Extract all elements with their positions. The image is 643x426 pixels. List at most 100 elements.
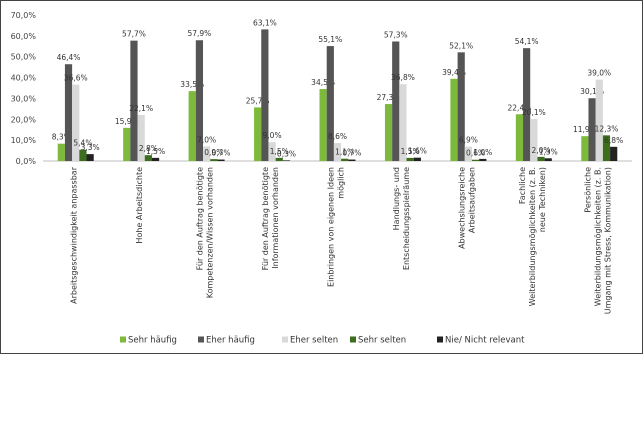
category-label-line: Handlungs- und — [392, 167, 401, 230]
category-label-line: möglich — [337, 167, 346, 199]
bar — [537, 156, 545, 161]
bar — [203, 146, 211, 161]
category-label-line: Arbeitsaufgaben — [467, 167, 476, 233]
data-label: 2,8% — [139, 144, 158, 153]
bar — [399, 84, 407, 161]
bar-chart: 0,0% 10,0% 20,0% 30,0% 40,0% 50,0% 60,0% 70,0% 8… — [11, 11, 632, 346]
data-label: 33,5% — [180, 80, 204, 89]
chart-frame: 0,0% 10,0% 20,0% 30,0% 40,0% 50,0% 60,0% 70,0% 8… — [0, 0, 643, 354]
bar — [268, 142, 276, 161]
category-label-line: Für den Auftrag benötigte — [196, 167, 205, 270]
data-label: 46,4% — [57, 53, 81, 62]
category-label-line: Persönliche — [583, 167, 592, 213]
bar — [602, 135, 611, 161]
legend-label: Eher häufig — [206, 336, 255, 346]
bar — [188, 91, 196, 161]
bar — [464, 146, 472, 161]
category-label-line: Fachliche — [518, 167, 527, 204]
legend-label: Nie/ Nicht relevant — [445, 336, 525, 346]
category-label-line: neue Techniken) — [538, 167, 547, 232]
data-label: 27,3% — [377, 93, 401, 102]
data-label: 8,3% — [52, 133, 71, 142]
data-label: 57,3% — [384, 30, 408, 39]
category-label: Für den Auftrag benötigteKompetenzen/Wis… — [196, 167, 215, 298]
data-label: 22,1% — [129, 104, 153, 113]
category-label-line: Für den Auftrag benötigte — [261, 167, 270, 270]
bar — [341, 158, 349, 161]
bar — [130, 40, 138, 162]
legend-label: Sehr selten — [358, 336, 406, 346]
y-tick-label: 60,0% — [11, 32, 37, 41]
category-label: PersönlicheWeiterbildungsmöglichkeiten (… — [583, 167, 612, 314]
data-label: 57,9% — [187, 29, 211, 38]
bar — [333, 143, 342, 161]
data-label: 22,4% — [508, 103, 532, 112]
y-tick-label: 20,0% — [11, 115, 37, 124]
y-tick-label: 0,0% — [16, 157, 37, 166]
legend-swatch — [437, 336, 443, 343]
bar — [523, 48, 531, 161]
data-label: 25,7% — [246, 96, 270, 105]
data-label: 0,9% — [204, 148, 223, 157]
legend-swatch — [198, 336, 204, 343]
data-label: 1,5% — [270, 147, 289, 156]
data-label: 57,7% — [122, 30, 146, 39]
data-label: 0,6% — [466, 149, 485, 158]
bar — [450, 78, 458, 161]
bar — [413, 157, 421, 161]
data-label: 12,3% — [595, 124, 619, 133]
bar — [86, 154, 94, 161]
data-label: 11,9% — [573, 125, 597, 134]
bar — [195, 40, 204, 161]
y-tick-label: 50,0% — [11, 53, 37, 62]
data-label: 34,5% — [311, 78, 335, 87]
y-tick-label: 30,0% — [11, 94, 37, 103]
bar — [282, 160, 291, 161]
data-label: 30,1% — [580, 87, 604, 96]
category-label-line: Kompetenzen/Wissen vorhanden — [206, 167, 215, 298]
data-label: 54,1% — [515, 37, 539, 46]
data-label: 8,6% — [328, 132, 347, 141]
bar — [275, 157, 283, 161]
bar — [319, 89, 327, 161]
data-label: 39,0% — [587, 69, 611, 78]
y-tick-label: 10,0% — [11, 136, 37, 145]
bar — [479, 158, 487, 161]
data-label: 1,5% — [146, 147, 165, 156]
category-label: Hohe Arbeitsdichte — [135, 167, 144, 244]
bar — [79, 149, 87, 161]
bar — [384, 104, 393, 161]
category-label-line: Weiterbildungsmöglichkeiten (z. B. — [528, 167, 537, 306]
bar — [137, 114, 145, 161]
data-label: 55,1% — [318, 35, 342, 44]
data-label: 52,1% — [449, 41, 473, 50]
bar — [261, 29, 269, 161]
category-label-line: Hohe Arbeitsdichte — [135, 167, 144, 244]
bar — [581, 136, 589, 161]
data-label: 7,0% — [197, 135, 216, 144]
data-label: 2,0% — [532, 146, 551, 155]
bar — [457, 52, 465, 161]
bar — [57, 143, 65, 161]
bar — [515, 114, 524, 161]
category-label-line: Entscheidungsspielräume — [402, 167, 411, 270]
data-label: 36,6% — [64, 74, 88, 83]
data-label: 1,6% — [408, 147, 427, 156]
category-label: Arbeitsgeschwindigkeit anpassbar — [70, 166, 79, 304]
legend-label: Sehr häufig — [128, 336, 177, 346]
category-label-line: Einbringen von eigenen Ideen — [327, 167, 336, 287]
bar — [144, 155, 152, 161]
bar — [217, 159, 225, 161]
category-label-line: Umgang mit Stress, Kommunikation) — [603, 167, 612, 314]
data-label: 39,4% — [442, 68, 466, 77]
bar — [151, 157, 160, 161]
bar — [406, 157, 414, 161]
data-label: 63,1% — [253, 18, 277, 27]
bar — [254, 107, 262, 161]
category-label: AbwechslungsreicheArbeitsaufgaben — [457, 167, 476, 249]
bar — [326, 46, 334, 161]
category-label: Handlungs- undEntscheidungsspielräume — [392, 167, 411, 270]
bar — [595, 79, 603, 161]
bar — [588, 98, 596, 161]
data-label: 1,0% — [473, 148, 492, 157]
